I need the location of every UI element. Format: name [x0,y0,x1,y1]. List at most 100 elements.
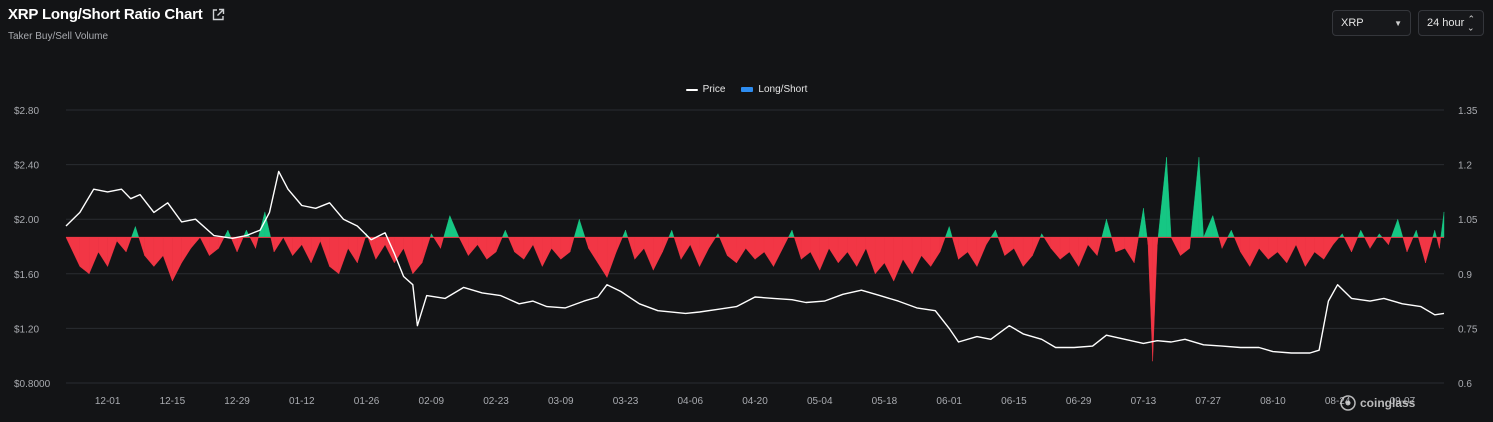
short-area-segment [508,237,515,253]
short-area-segment [1277,237,1287,264]
short-area-segment [1133,237,1139,263]
short-area-segment [1332,237,1340,246]
long-area-segment [573,219,580,238]
period-select-value: 24 hour [1427,17,1465,29]
long-short-swatch [741,87,754,92]
short-area-segment [727,237,737,264]
grid-lines [66,109,1444,384]
short-area-segment [190,237,201,249]
x-tick-label: 07-13 [1131,396,1157,407]
long-area-segment [1440,211,1445,238]
right-tick-label: 0.9 [1458,270,1472,281]
short-area-segment [794,237,802,260]
short-area-segment [357,237,366,263]
long-area-segment [949,226,953,238]
short-area-segment [560,237,571,260]
short-area-segment [283,237,293,256]
short-area-segment [1418,237,1426,263]
short-area-segment [495,237,503,253]
coinglass-logo-icon [1340,395,1356,411]
legend-item-price[interactable]: Price [685,84,726,95]
short-area-segment [606,237,617,278]
x-tick-label: 06-01 [936,396,962,407]
long-area-segment [1416,230,1419,238]
short-area-segment [708,237,717,250]
short-area-segment [394,237,404,264]
watermark: coinglass [1340,395,1415,411]
long-area-segment [1338,233,1343,238]
short-area-segment [952,237,959,260]
short-area-segment [477,237,487,260]
short-area-segment [230,237,238,253]
long-area-segment [501,230,506,238]
coin-select[interactable]: XRP ▼ [1332,10,1411,36]
short-area-segment [1436,237,1440,249]
short-area-segment [884,237,894,282]
short-area-segment [367,237,377,260]
short-area-segment [893,237,904,282]
short-area-segment [1402,237,1408,253]
right-tick-label: 1.35 [1458,106,1478,117]
x-tick-label: 01-12 [289,396,315,407]
short-area-segment [172,237,182,282]
short-area-segment [1115,237,1126,253]
short-area-segment [292,237,303,257]
long-area-segment [717,233,720,238]
legend-label-price: Price [702,84,726,95]
short-area-segment [1043,237,1052,250]
short-area-segment [199,237,210,256]
x-tick-label: 02-23 [483,396,509,407]
short-area-segment [1170,237,1181,256]
short-area-segment [1425,237,1433,263]
long-area-segment [1198,157,1204,238]
short-area-segment [249,237,256,249]
long-area-segment [995,230,999,238]
x-tick-label: 02-09 [419,396,445,407]
short-area-segment [838,237,848,264]
x-tick-label: 06-29 [1066,396,1092,407]
short-area-segment [986,237,992,246]
short-area-segment [270,237,275,253]
chart-legend: Price Long/Short [0,84,1493,95]
short-area-segment [273,237,284,253]
x-tick-label: 08-24 [1325,396,1351,407]
short-area-segment [209,237,219,257]
x-tick-label: 09-07 [1390,396,1416,407]
long-area-segment [579,219,586,238]
short-area-segment [930,237,941,268]
legend-item-long-short[interactable]: Long/Short [741,84,807,95]
short-area-segment [1295,237,1306,267]
long-area-segment [625,230,629,238]
long-area-segment [1143,208,1148,238]
period-select[interactable]: 24 hour ⌃ ⌃ [1418,10,1484,36]
short-area-segment [773,237,783,267]
short-area-segment [921,237,931,268]
long-area-segment [791,230,795,238]
title-row: XRP Long/Short Ratio Chart [8,6,225,23]
right-tick-label: 0.75 [1458,324,1478,335]
short-area-segment [1218,237,1223,249]
watermark-text: coinglass [1360,396,1416,410]
short-area-segment [236,237,244,253]
x-tick-label: 03-23 [613,396,639,407]
right-tick-label: 0.6 [1458,379,1472,390]
x-axis: 12-01 12-15 12-29 01-12 01-26 02-09 02-23 03-09… [95,396,1416,407]
long-area-segment [1190,157,1200,238]
long-area-segment [1041,233,1045,238]
x-tick-label: 08-10 [1260,396,1286,407]
external-link-icon[interactable] [211,8,225,22]
long-area-segment [990,229,996,238]
long-area-segment [787,230,793,238]
short-area-segment [939,237,946,253]
short-area-segment [1096,237,1103,256]
x-tick-label: 04-20 [742,396,768,407]
chart-subtitle: Taker Buy/Sell Volume [8,31,109,42]
long-area-segment [671,230,675,238]
short-area-segment [310,237,321,263]
right-tick-label: 1.2 [1458,161,1472,172]
short-area-segment [116,237,127,253]
short-area-segment [875,237,885,275]
long-area-segment [1101,219,1107,238]
short-area-segment [1069,237,1079,268]
long-area-segment [1390,219,1398,238]
